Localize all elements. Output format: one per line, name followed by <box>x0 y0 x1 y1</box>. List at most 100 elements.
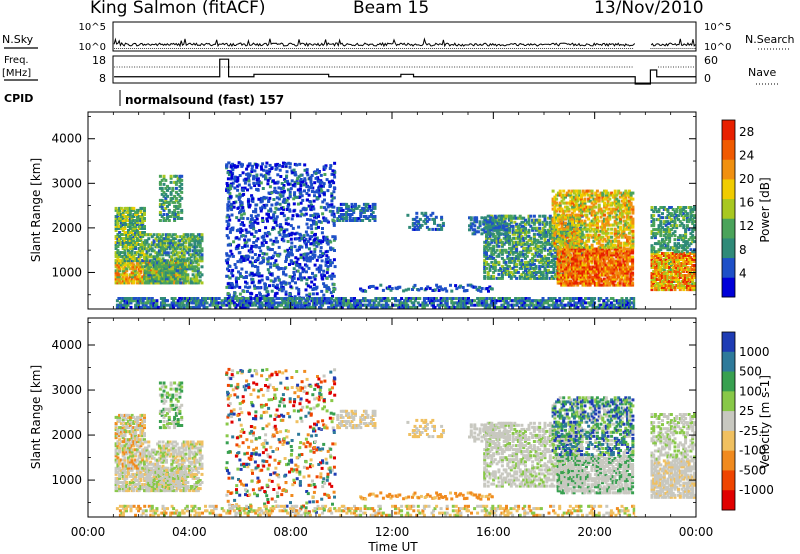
echo-cell <box>178 204 182 208</box>
echo-cell <box>164 219 168 222</box>
echo-cell <box>515 254 519 258</box>
echo-cell <box>527 248 531 252</box>
echo-cell <box>631 217 635 221</box>
echo-cell <box>531 266 535 270</box>
echo-cell <box>143 253 146 257</box>
echo-cell <box>295 286 299 290</box>
echo-cell <box>574 263 578 267</box>
echo-cell <box>594 237 598 241</box>
echo-cell <box>227 197 231 200</box>
echo-cell <box>631 207 635 211</box>
echo-cell <box>588 195 592 199</box>
echo-cell <box>617 259 620 263</box>
echo-cell <box>170 255 174 259</box>
echo-cell <box>693 220 696 224</box>
echo-cell <box>618 271 622 275</box>
echo-cell <box>595 257 599 261</box>
echo-cell <box>518 262 522 266</box>
echo-cell <box>118 235 122 238</box>
echo-cell <box>675 244 679 248</box>
echo-cell <box>118 213 122 216</box>
echo-cell <box>165 253 168 257</box>
echo-cell <box>678 234 682 238</box>
echo-cell <box>165 245 168 249</box>
echo-cell <box>693 270 696 273</box>
echo-cell <box>618 263 622 267</box>
echo-cell <box>145 259 149 263</box>
echo-cell <box>511 232 515 236</box>
echo-cell <box>118 261 122 265</box>
echo-cell <box>499 240 503 244</box>
echo-cell <box>680 244 684 248</box>
echo-cell <box>631 241 635 245</box>
echo-cell <box>114 269 118 273</box>
echo-cell <box>673 222 677 226</box>
echo-cell <box>486 274 490 278</box>
echo-cell <box>617 261 620 265</box>
echo-cell <box>650 214 654 218</box>
echo-cell <box>364 208 368 212</box>
echo-cell <box>677 236 680 240</box>
echo-cell <box>625 279 629 283</box>
echo-cell <box>678 256 682 259</box>
echo-cell <box>506 254 510 258</box>
echo-cell <box>581 207 585 211</box>
echo-cell <box>288 193 292 197</box>
echo-cell <box>553 231 557 235</box>
echo-cell <box>617 205 621 209</box>
echo-cell <box>627 277 631 281</box>
echo-cell <box>689 242 693 246</box>
echo-cell <box>572 199 576 203</box>
echo-cell <box>586 253 590 257</box>
echo-cell <box>161 237 165 241</box>
echo-cell <box>471 222 475 226</box>
echo-cell <box>493 266 497 270</box>
echo-cell <box>588 259 592 263</box>
echo-cell <box>278 202 282 206</box>
echo-cell <box>513 230 517 234</box>
echo-cell <box>502 248 506 252</box>
echo-cell <box>181 263 184 267</box>
echo-cell <box>687 252 691 255</box>
echo-cell <box>590 247 594 251</box>
echo-cell <box>615 247 619 251</box>
echo-cell <box>595 277 599 281</box>
echo-cell <box>417 219 421 223</box>
echo-cell <box>520 264 524 268</box>
echo-cell <box>580 209 583 213</box>
echo-cell <box>680 286 684 289</box>
echo-cell <box>163 259 167 263</box>
echo-cell <box>227 200 231 204</box>
nsky-panel: N.Sky 10^5 10^0 10^5 10^0 N.Search <box>2 21 795 53</box>
echo-cell <box>567 273 571 277</box>
echo-cell <box>150 271 154 275</box>
echo-cell <box>580 245 583 249</box>
echo-cell <box>565 249 569 253</box>
echo-cell <box>608 255 612 259</box>
echo-cell <box>602 265 606 269</box>
echo-cell <box>316 196 320 200</box>
echo-cell <box>200 273 204 277</box>
echo-cell <box>685 254 689 257</box>
echo-cell <box>678 252 682 255</box>
echo-cell <box>606 267 610 271</box>
echo-cell <box>583 203 587 207</box>
echo-cell <box>576 251 580 255</box>
echo-cell <box>527 262 531 266</box>
echo-cell <box>653 228 657 232</box>
echo-cell <box>186 247 190 251</box>
echo-cell <box>473 220 477 224</box>
echo-cell <box>433 217 436 221</box>
echo-cell <box>242 276 246 280</box>
echo-cell <box>162 219 166 222</box>
echo-cell <box>169 180 173 184</box>
echo-cell <box>671 214 675 218</box>
echo-cell <box>518 276 522 280</box>
echo-cell <box>609 253 613 257</box>
echo-cell <box>550 276 554 280</box>
echo-cell <box>657 262 661 265</box>
echo-cell <box>669 268 673 271</box>
echo-cell <box>671 224 675 228</box>
echo-cell <box>560 247 564 251</box>
echo-cell <box>128 210 132 214</box>
